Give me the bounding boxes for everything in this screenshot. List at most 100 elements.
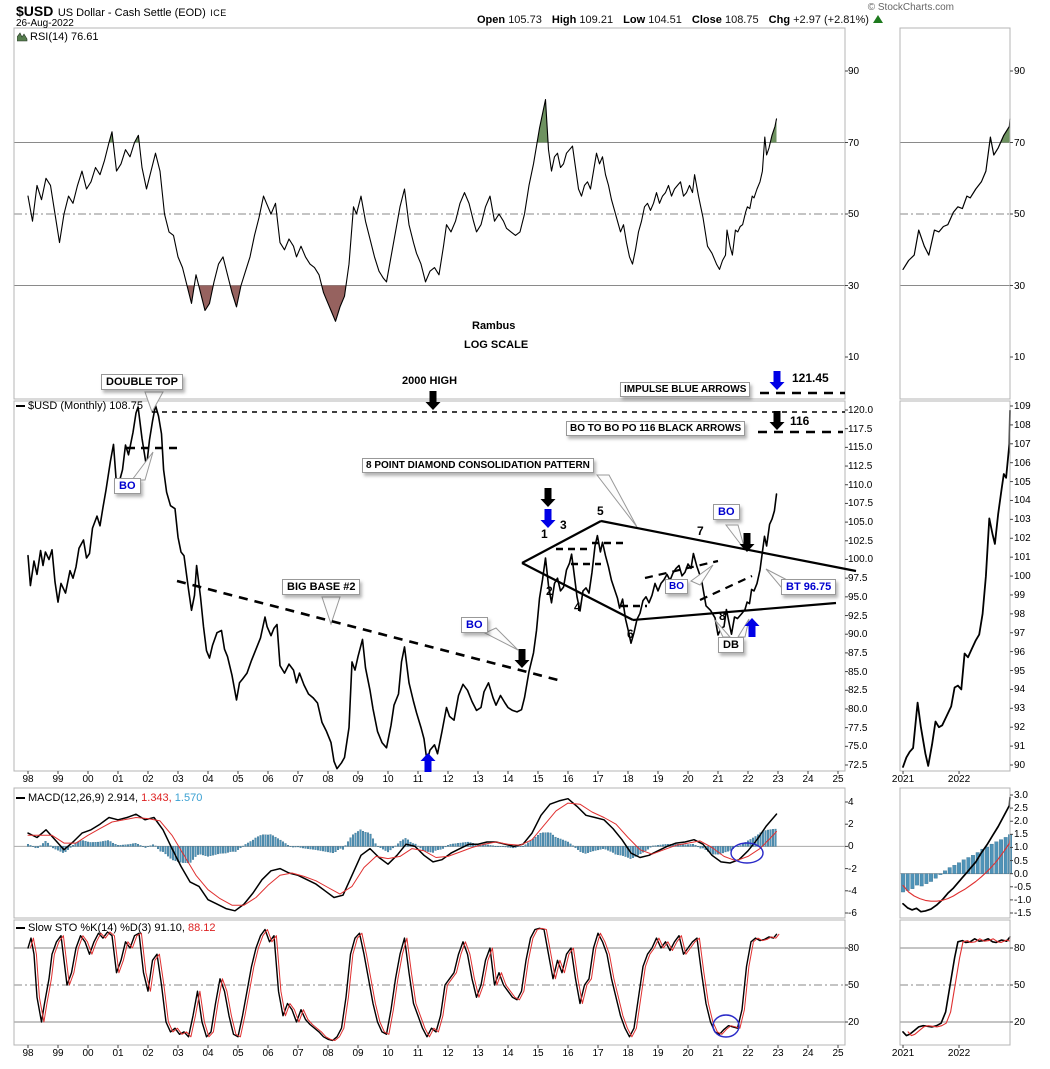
diamond-lower-left-edge xyxy=(521,562,634,621)
macd-histogram-bar xyxy=(79,840,82,847)
impulse-blue-down-arrow xyxy=(769,371,785,390)
macd-histogram-bar xyxy=(557,837,560,847)
macd-histogram-bar xyxy=(307,846,310,849)
macd-histogram-bar xyxy=(409,841,412,847)
macd-histogram-bar xyxy=(229,846,232,852)
macd-histogram-bar xyxy=(659,844,662,847)
macd-histogram-bar xyxy=(37,846,40,848)
macd-histogram-bar xyxy=(197,846,200,855)
macd-histogram-bar xyxy=(209,846,212,856)
macd-histogram-bar xyxy=(392,846,395,849)
macd-histogram-bar xyxy=(602,846,605,849)
macd-histogram-bar xyxy=(314,846,317,850)
macd-macd-line xyxy=(27,797,778,912)
macd-histogram-bar xyxy=(454,843,457,847)
diamond-channel-bottom-dash xyxy=(699,575,753,601)
macd-histogram-bar xyxy=(299,846,302,848)
macd-histogram-bar xyxy=(287,845,290,847)
macd-histogram-bar xyxy=(577,846,580,850)
macd-histogram-bar xyxy=(609,846,612,852)
macd-histogram-bar xyxy=(509,846,512,848)
macd-histogram-bar xyxy=(647,846,650,850)
macd-histogram-bar xyxy=(92,842,95,847)
macd-histogram-bar xyxy=(384,846,387,851)
macd_mini-histogram-bar xyxy=(985,846,989,874)
macd-histogram-bar xyxy=(562,839,565,847)
macd-histogram-bar xyxy=(294,846,297,848)
db-right-callout-tail xyxy=(737,618,750,638)
macd-histogram-bar xyxy=(119,844,122,847)
macd-histogram-bar xyxy=(227,846,230,853)
price_mini-usd-line xyxy=(902,409,1011,768)
macd-histogram-bar xyxy=(354,832,357,847)
macd-histogram-bar xyxy=(239,846,242,849)
macd-histogram-bar xyxy=(359,829,362,847)
macd_mini-histogram-bar xyxy=(947,867,952,874)
2000-high-down-arrow xyxy=(425,391,441,410)
macd-histogram-bar xyxy=(87,841,90,847)
macd-histogram-bar xyxy=(292,846,295,848)
macd-histogram-bar xyxy=(204,846,207,856)
macd-histogram-bar xyxy=(109,841,112,847)
rsi-panel-border xyxy=(13,27,846,400)
macd-histogram-bar xyxy=(592,846,595,852)
macd-histogram-bar xyxy=(752,837,755,847)
diamond-upper-left-edge xyxy=(521,520,602,564)
macd-histogram-bar xyxy=(89,842,92,847)
macd-histogram-bar xyxy=(212,846,215,856)
2011-low-blue-up-arrow xyxy=(420,753,436,772)
macd-histogram-bar xyxy=(589,846,592,852)
macd-histogram-bar xyxy=(134,843,137,847)
price_mini-panel-border xyxy=(899,400,1011,772)
macd-histogram-bar xyxy=(99,841,102,847)
macd-histogram-bar xyxy=(264,834,267,847)
macd-histogram-bar xyxy=(367,832,370,847)
macd-histogram-bar xyxy=(224,846,227,854)
diamond-breakout-down-arrow xyxy=(739,533,755,552)
macd-histogram-bar xyxy=(34,846,37,849)
macd-histogram-bar xyxy=(742,843,745,847)
bo-2-callout-tail xyxy=(483,627,519,651)
diamond-top-black-down-arrow xyxy=(540,488,556,507)
macd-histogram-bar xyxy=(244,844,247,847)
macd-histogram-bar xyxy=(57,846,60,851)
macd-histogram-bar xyxy=(199,846,202,855)
macd-histogram-bar xyxy=(452,843,455,847)
macd-histogram-bar xyxy=(492,845,495,847)
macd-histogram-bar xyxy=(262,834,265,847)
macd-histogram-bar xyxy=(124,844,127,847)
macd-histogram-bar xyxy=(357,831,360,847)
macd-histogram-bar xyxy=(389,846,392,851)
macd-histogram-bar xyxy=(232,846,235,852)
macd-histogram-bar xyxy=(462,842,465,847)
macd-histogram-bar xyxy=(772,829,775,847)
sto_mini-k-line xyxy=(902,936,1011,1037)
big-base-downtrend-line xyxy=(176,579,559,682)
macd-histogram-bar xyxy=(167,846,170,857)
macd_mini-histogram-bar xyxy=(957,862,961,874)
macd-histogram-bar xyxy=(339,846,342,849)
macd-histogram-bar xyxy=(282,841,285,847)
macd_mini-histogram-bar xyxy=(966,857,971,874)
macd-histogram-bar xyxy=(139,845,142,847)
macd-histogram-bar xyxy=(364,832,367,847)
macd-histogram-bar xyxy=(29,845,32,847)
macd-histogram-bar xyxy=(267,834,270,847)
macd-histogram-bar xyxy=(617,846,620,855)
diamond-channel-top-dash xyxy=(644,559,719,580)
macd-histogram-bar xyxy=(427,846,430,852)
bo-3-callout-tail xyxy=(690,564,714,586)
macd-histogram-bar xyxy=(429,846,432,853)
macd-histogram-bar xyxy=(459,842,462,847)
macd-histogram-bar xyxy=(219,846,222,854)
macd-histogram-bar xyxy=(107,840,110,847)
macd-histogram-bar xyxy=(104,840,107,847)
big-base-breakout-down-arrow xyxy=(514,649,530,668)
macd-histogram-bar xyxy=(654,845,657,847)
sto_mini-panel-border xyxy=(899,919,1011,1046)
macd-histogram-bar xyxy=(362,830,365,847)
macd-histogram-bar xyxy=(129,843,132,847)
macd-histogram-bar xyxy=(269,834,272,847)
macd-histogram-bar xyxy=(657,845,660,847)
macd-histogram-bar xyxy=(567,841,570,847)
